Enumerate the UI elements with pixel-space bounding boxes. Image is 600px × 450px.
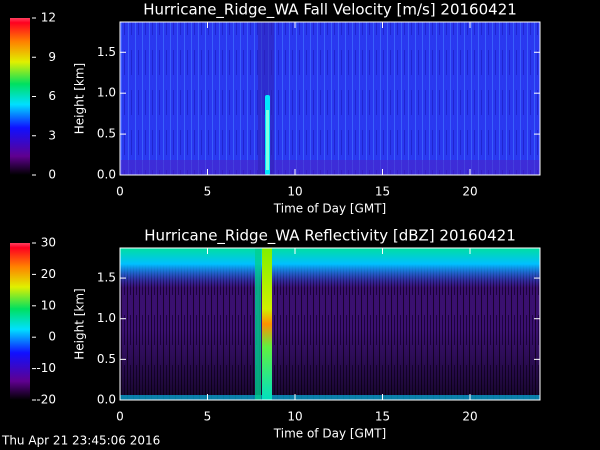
- x-tick-label: 0: [116, 410, 124, 424]
- y-axis-label: Height [km]: [73, 63, 87, 134]
- x-tick-label: 20: [462, 185, 477, 199]
- colorbar: [10, 243, 30, 400]
- y-tick-label: 0.5: [97, 352, 116, 366]
- colorbar-tick-label: 0: [48, 168, 56, 182]
- x-tick-label: 10: [287, 185, 302, 199]
- x-tick-label: 5: [204, 410, 212, 424]
- y-tick-label: 0.5: [97, 127, 116, 141]
- colorbar: [10, 18, 30, 175]
- y-axis-label: Height [km]: [73, 288, 87, 359]
- panel-title: Hurricane_Ridge_WA Fall Velocity [m/s] 2…: [143, 1, 517, 20]
- colorbar-tick-label: 6: [48, 89, 56, 103]
- y-tick-label: 1.0: [97, 86, 116, 100]
- colorbar-tick-label: -10: [36, 361, 56, 375]
- x-axis-label: Time of Day [GMT]: [273, 427, 386, 441]
- colorbar-tick-label: -20: [36, 393, 56, 407]
- colorbar-tick-label: 3: [48, 128, 56, 142]
- x-tick-label: 20: [462, 410, 477, 424]
- panel-title: Hurricane_Ridge_WA Reflectivity [dBZ] 20…: [144, 227, 516, 246]
- plot-frame: [119, 247, 541, 401]
- y-tick-label: 1.5: [97, 45, 116, 59]
- x-tick-label: 0: [116, 185, 124, 199]
- colorbar-tick-label: 9: [48, 50, 56, 64]
- colorbar-tick-label: 30: [41, 236, 56, 250]
- x-tick-label: 10: [287, 410, 302, 424]
- x-tick-label: 5: [204, 185, 212, 199]
- y-tick-label: 1.0: [97, 311, 116, 325]
- colorbar-tick-label: 0: [48, 330, 56, 344]
- x-tick-label: 15: [375, 410, 390, 424]
- colorbar-tick-label: 12: [41, 11, 56, 25]
- y-tick-label: 1.5: [97, 271, 116, 285]
- y-tick-label: 0.0: [97, 168, 116, 182]
- field-2: [120, 248, 540, 400]
- x-axis-label: Time of Day [GMT]: [273, 202, 386, 216]
- timestamp: Thu Apr 21 23:45:06 2016: [1, 434, 160, 448]
- colorbar-tick-label: 20: [41, 267, 56, 281]
- plot-frame: [119, 21, 541, 176]
- field-1: [120, 22, 540, 175]
- colorbar-tick-label: 10: [41, 298, 56, 312]
- x-tick-label: 15: [375, 185, 390, 199]
- y-tick-label: 0.0: [97, 393, 116, 407]
